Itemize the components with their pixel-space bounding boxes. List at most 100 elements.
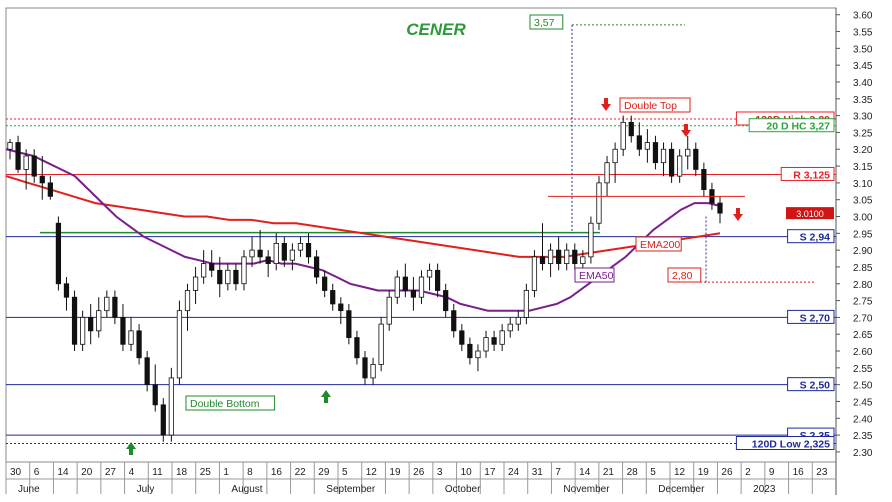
x-tick-label: 12 xyxy=(674,467,686,478)
up-arrow-icon xyxy=(126,442,136,455)
candle-body xyxy=(693,148,699,170)
x-tick-label: 11 xyxy=(152,467,163,478)
candle-body xyxy=(451,310,457,332)
y-tick-label: 3.15 xyxy=(853,162,873,173)
target-high-label: 3,57 xyxy=(534,17,555,29)
candle-body xyxy=(313,256,320,278)
level-label: R 3,125 xyxy=(793,169,830,181)
y-tick-label: 2.90 xyxy=(853,246,873,257)
candle-body xyxy=(338,303,344,312)
candle-body xyxy=(192,276,199,291)
candle-body xyxy=(717,202,723,214)
candle-body xyxy=(322,276,328,291)
candle-body xyxy=(184,290,191,312)
candle-body xyxy=(418,276,425,298)
candle-body xyxy=(370,364,376,379)
candle-body xyxy=(556,249,562,264)
y-tick-label: 3.40 xyxy=(853,78,873,89)
y-tick-label: 2.40 xyxy=(853,414,873,425)
candle-body xyxy=(120,316,126,345)
candle-body xyxy=(612,148,618,164)
x-tick-label: 22 xyxy=(295,467,307,478)
candle-body xyxy=(547,249,554,264)
candle-body xyxy=(677,155,683,177)
candle-body xyxy=(660,148,667,164)
candle-body xyxy=(136,330,142,359)
candle-body xyxy=(515,316,521,325)
candle-body xyxy=(483,337,489,352)
y-tick-label: 2.65 xyxy=(853,330,873,341)
candle-body xyxy=(636,135,642,150)
candle-body xyxy=(596,182,602,224)
ema50-label: EMA50 xyxy=(579,270,614,282)
x-tick-label: 30 xyxy=(10,467,22,478)
candle-body xyxy=(539,256,546,264)
candle-body xyxy=(112,296,118,318)
candle-body xyxy=(644,142,651,150)
candle-body xyxy=(434,269,441,291)
candle-body xyxy=(128,330,134,345)
candle-body xyxy=(168,377,174,436)
target-low-label-box xyxy=(667,267,702,283)
x-tick-label: 27 xyxy=(105,467,117,478)
candle-body xyxy=(144,357,150,386)
y-tick-label: 2.60 xyxy=(853,347,873,358)
x-tick-label: 8 xyxy=(247,467,253,478)
candle-body xyxy=(668,148,675,177)
x-month-label: 2023 xyxy=(753,484,776,495)
x-month-label: September xyxy=(326,484,376,495)
x-tick-label: 5 xyxy=(650,467,656,478)
ema200-label-box xyxy=(635,236,682,252)
annotations: 3.0100 Double Top Double Bottom EMA200 EMA50… xyxy=(126,14,834,455)
level-label-box xyxy=(787,309,835,324)
candle-body xyxy=(233,269,239,285)
x-month-label: August xyxy=(231,484,262,495)
x-tick-label: 4 xyxy=(129,467,135,478)
candle-body xyxy=(346,310,352,338)
y-tick-label: 3.35 xyxy=(853,95,873,106)
y-tick-label: 2.30 xyxy=(853,448,873,459)
candle-body xyxy=(201,263,207,278)
y-tick-label: 2.55 xyxy=(853,364,873,375)
candle-body xyxy=(523,290,529,318)
double-top-label-box xyxy=(619,97,691,113)
candle-body xyxy=(63,283,70,298)
x-tick-label: 23 xyxy=(816,467,828,478)
x-tick-label: 21 xyxy=(603,467,615,478)
x-tick-label: 7 xyxy=(555,467,561,478)
down-arrow-icon xyxy=(681,124,691,137)
y-tick-label: 2.75 xyxy=(853,297,873,308)
x-tick-label: 16 xyxy=(271,467,283,478)
candle-body xyxy=(265,256,271,264)
x-tick-label: 24 xyxy=(508,467,520,478)
x-tick-label: 25 xyxy=(200,467,212,478)
candle-body xyxy=(588,222,594,258)
x-tick-label: 10 xyxy=(461,467,473,478)
candle-body xyxy=(79,316,86,345)
candle-body xyxy=(249,249,255,258)
x-tick-label: 12 xyxy=(366,467,378,478)
grid xyxy=(5,7,837,495)
y-tick-label: 2.45 xyxy=(853,397,873,408)
target-low-label: 2,80 xyxy=(672,270,693,282)
x-month-label: July xyxy=(137,484,155,495)
candle-body xyxy=(443,290,449,312)
down-arrow-icon xyxy=(601,98,611,111)
level-label-box xyxy=(787,229,835,244)
candle-body xyxy=(7,142,13,150)
level-label-box xyxy=(748,118,835,133)
x-tick-label: 9 xyxy=(769,467,775,478)
candle-body xyxy=(386,296,392,325)
x-tick-label: 19 xyxy=(389,467,401,478)
y-tick-label: 3.50 xyxy=(853,44,873,55)
candle-body xyxy=(394,276,400,298)
y-tick-label: 3.60 xyxy=(853,11,873,22)
level-label: 120D Low 2,325 xyxy=(752,439,830,451)
level-label: S 2,70 xyxy=(800,312,831,324)
candle-body xyxy=(241,256,247,285)
x-tick-label: 2 xyxy=(745,467,751,478)
level-label: 20 D HC 3,27 xyxy=(766,121,830,133)
